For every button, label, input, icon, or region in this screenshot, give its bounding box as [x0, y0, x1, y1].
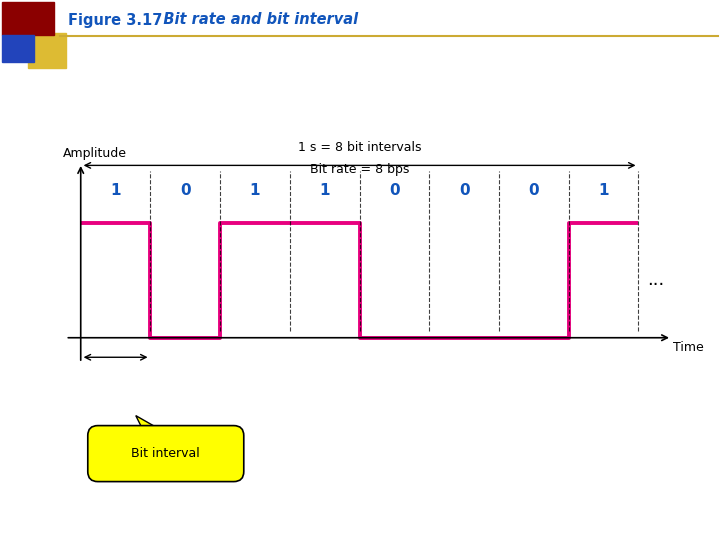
- Text: 1 s = 8 bit intervals: 1 s = 8 bit intervals: [298, 141, 421, 154]
- Text: 0: 0: [389, 183, 400, 198]
- Text: Bit rate and bit interval: Bit rate and bit interval: [148, 12, 358, 28]
- Text: 1: 1: [250, 183, 260, 198]
- Bar: [28, 33, 66, 68]
- Text: Figure 3.17: Figure 3.17: [68, 12, 163, 28]
- Text: 1: 1: [320, 183, 330, 198]
- Text: Bit rate = 8 bps: Bit rate = 8 bps: [310, 163, 409, 176]
- Text: 0: 0: [528, 183, 539, 198]
- Text: ...: ...: [647, 271, 664, 289]
- Polygon shape: [136, 416, 171, 436]
- Text: 0: 0: [459, 183, 469, 198]
- Text: 0: 0: [180, 183, 191, 198]
- Text: 1: 1: [110, 183, 121, 198]
- Text: 1: 1: [598, 183, 609, 198]
- Text: Time: Time: [673, 341, 704, 354]
- Bar: [2, 2, 54, 35]
- Bar: [2, 35, 34, 62]
- FancyBboxPatch shape: [88, 426, 244, 482]
- Text: Bit interval: Bit interval: [132, 447, 200, 460]
- Text: Amplitude: Amplitude: [63, 147, 127, 160]
